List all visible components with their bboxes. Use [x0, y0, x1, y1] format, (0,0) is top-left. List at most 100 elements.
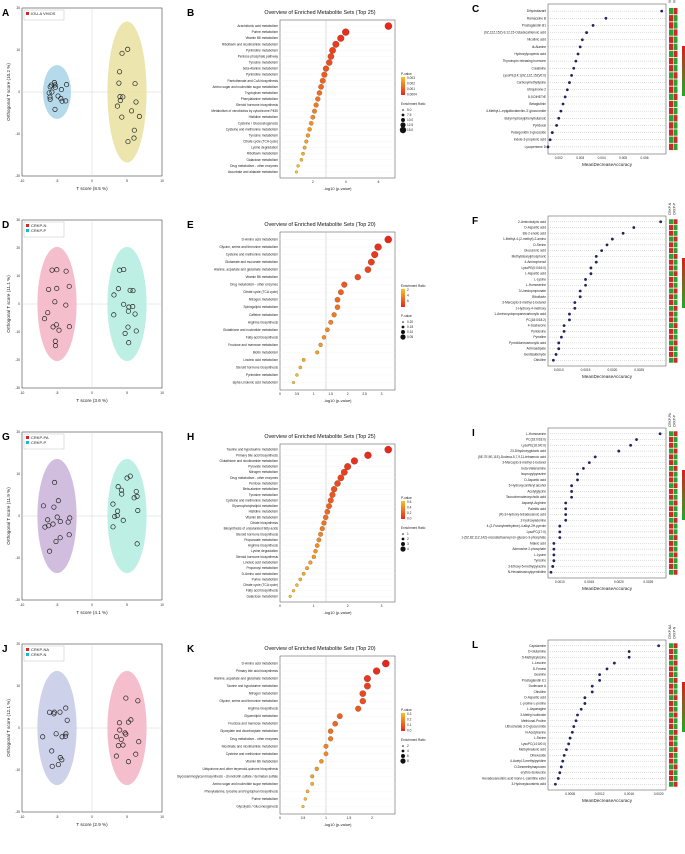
importance-dot — [556, 777, 560, 780]
importance-dot — [659, 220, 663, 224]
legend-value: 0.20 — [407, 320, 413, 324]
feature-label: 3-Mercapto-3-methyl-1-butanol — [502, 461, 546, 465]
x-axis-label: T score (3.6 %) — [76, 398, 108, 403]
sample-point — [113, 734, 120, 740]
heat-cell — [673, 649, 678, 655]
bubble-mark — [302, 145, 307, 150]
feature-label: L-Leucine — [532, 661, 546, 665]
legend-value: 0.10 — [407, 330, 413, 334]
sample-point — [119, 114, 125, 120]
bubble-mark — [382, 659, 390, 668]
heat-column-label: CRKP-N — [668, 202, 672, 215]
sample-point — [50, 521, 56, 527]
bubble-mark — [322, 65, 330, 72]
size-legend-dot — [399, 126, 407, 134]
heat-cell — [669, 448, 673, 454]
bubble-mark — [305, 133, 310, 138]
y-tick-label: -20 — [15, 598, 20, 602]
heat-cell — [673, 448, 678, 454]
sample-point — [132, 81, 138, 87]
pathway-label: Fructose and mannose metabolism — [228, 343, 278, 347]
heat-cell — [673, 569, 678, 575]
bubble-mark — [328, 319, 334, 325]
heat-cell — [673, 764, 678, 770]
x-tick-label: 0.004 — [598, 156, 606, 160]
importance-dot — [589, 266, 593, 270]
panel-label: E — [187, 220, 194, 231]
bubble-mark — [374, 243, 382, 251]
x-tick-label: 3 — [381, 604, 383, 608]
bubble-mark — [314, 766, 319, 771]
legend-value: 0.0 — [407, 729, 412, 733]
sample-point — [52, 106, 58, 112]
x-tick-label: 1 — [313, 604, 315, 608]
sample-point — [119, 50, 125, 56]
pathway-label: Tyrosine metabolism — [249, 61, 279, 65]
y-axis-label: Orthogonal T score (12.1 %) — [6, 699, 11, 757]
legend-label: IOU-A VHIOS — [31, 11, 56, 16]
bubble-mark — [384, 235, 392, 244]
x-tick-label: -10 — [20, 391, 25, 395]
heat-cell — [669, 781, 673, 787]
y-tick-label: -30 — [15, 386, 20, 390]
importance-dot — [583, 696, 587, 700]
heat-cell — [669, 747, 673, 753]
sample-point — [55, 762, 61, 768]
feature-label: Butyl-hydroxylphenylbutanoic — [505, 116, 547, 120]
x-tick-label: 0 — [91, 179, 93, 183]
heat-cell — [673, 351, 678, 357]
y-tick-label: -20 — [15, 810, 20, 814]
bubble-panel-B: B Overview of Enriched Metabolite Sets (T… — [187, 8, 426, 191]
legend-value: 0.4 — [407, 506, 412, 510]
bubble-mark — [364, 266, 372, 273]
feature-label: L-proline-L-proline — [520, 701, 546, 705]
heat-cell — [673, 317, 678, 323]
heat-cell — [673, 22, 678, 29]
bubble-mark — [340, 468, 348, 476]
pathway-label: Drug metabolism - other enzymes — [230, 737, 278, 741]
heat-cell — [669, 764, 673, 770]
importance-dot — [551, 565, 555, 568]
heat-cell — [673, 563, 678, 569]
size-legend-dot — [401, 542, 405, 546]
feature-label: Dodecane A — [529, 684, 547, 688]
x-tick-label: 0.0016 — [624, 792, 634, 796]
sample-point — [63, 731, 69, 737]
heat-cell — [673, 93, 678, 101]
importance-dot — [629, 443, 632, 447]
heat-cell — [669, 483, 673, 489]
heat-cell — [669, 512, 673, 518]
heat-cell — [669, 529, 673, 535]
pathway-label: Citrate biosynthesis — [250, 521, 278, 525]
size-legend-dot — [401, 325, 405, 329]
pathway-label: Histidine metabolism — [249, 510, 279, 514]
feature-label: Betaglutinin — [529, 102, 546, 106]
sample-point — [45, 517, 51, 523]
heat-cell — [673, 79, 678, 86]
pathway-label: Pyrimidine metabolism — [246, 73, 278, 77]
heat-cell — [669, 643, 673, 649]
panel-label: L — [472, 640, 478, 651]
heat-cell — [669, 654, 673, 660]
legend-swatch — [26, 648, 29, 651]
heat-cell — [673, 107, 678, 115]
sample-point — [121, 301, 127, 307]
panel-label: A — [2, 8, 9, 19]
x-tick-label: 0.002 — [555, 156, 563, 160]
heat-cell — [669, 540, 673, 546]
heat-cell — [673, 72, 678, 79]
heat-cell — [673, 328, 678, 334]
size-legend-dot — [401, 118, 405, 122]
bubble-mark — [337, 34, 345, 42]
importance-dot — [561, 759, 565, 763]
feature-label: Hydroxylycopenic acid — [514, 52, 546, 56]
heat-cell — [673, 741, 678, 747]
importance-dot — [562, 324, 566, 328]
sample-point — [133, 488, 139, 495]
feature-label: Pyrraline — [533, 335, 546, 339]
sample-point — [131, 135, 137, 141]
feature-label: Pyridoxine — [531, 329, 546, 333]
legend-title: P-value — [401, 314, 412, 318]
heat-cell — [673, 517, 678, 523]
